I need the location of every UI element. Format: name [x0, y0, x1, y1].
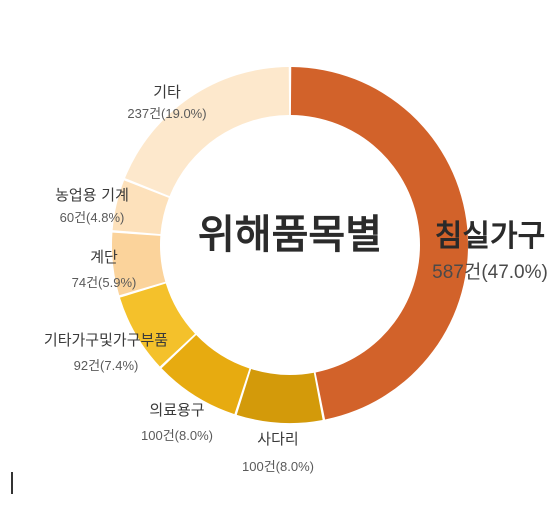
slice-value-label-5: 60건(4.8%) [60, 210, 125, 225]
slice-value-label-1: 100건(8.0%) [242, 459, 314, 474]
slice-value-label-3: 92건(7.4%) [74, 358, 139, 373]
donut-slice-1 [236, 369, 323, 423]
donut-slice-2 [161, 335, 250, 415]
slice-name-label-4: 계단 [90, 248, 118, 266]
slice-name-label-3: 기타가구및가구부품 [44, 331, 168, 349]
donut-slice-6 [125, 67, 290, 197]
slice-name-label-2: 의료용구 [149, 401, 204, 419]
donut-slice-4 [112, 232, 166, 296]
slice-value-label-0: 587건(47.0%) [432, 261, 548, 283]
text-cursor-mark [11, 472, 13, 494]
slice-name-label-0: 침실가구 [435, 219, 545, 254]
donut-slice-3 [119, 283, 195, 367]
donut-slice-5 [112, 180, 169, 235]
slice-value-label-6: 237건(19.0%) [127, 106, 206, 121]
slice-name-label-6: 기타 [153, 83, 181, 101]
chart-title: 위해품목별 [198, 212, 382, 258]
slice-name-label-5: 농업용 기계 [55, 186, 129, 204]
slice-labels: 침실가구 587건(47.0%) 사다리 100건(8.0%) 의료용구 100건(8.0… [44, 83, 548, 474]
slice-name-label-1: 사다리 [257, 430, 298, 448]
slice-value-label-2: 100건(8.0%) [141, 428, 213, 443]
donut-slices [112, 67, 469, 423]
slice-value-label-4: 74건(5.9%) [72, 275, 137, 290]
donut-slice-0 [290, 67, 469, 420]
